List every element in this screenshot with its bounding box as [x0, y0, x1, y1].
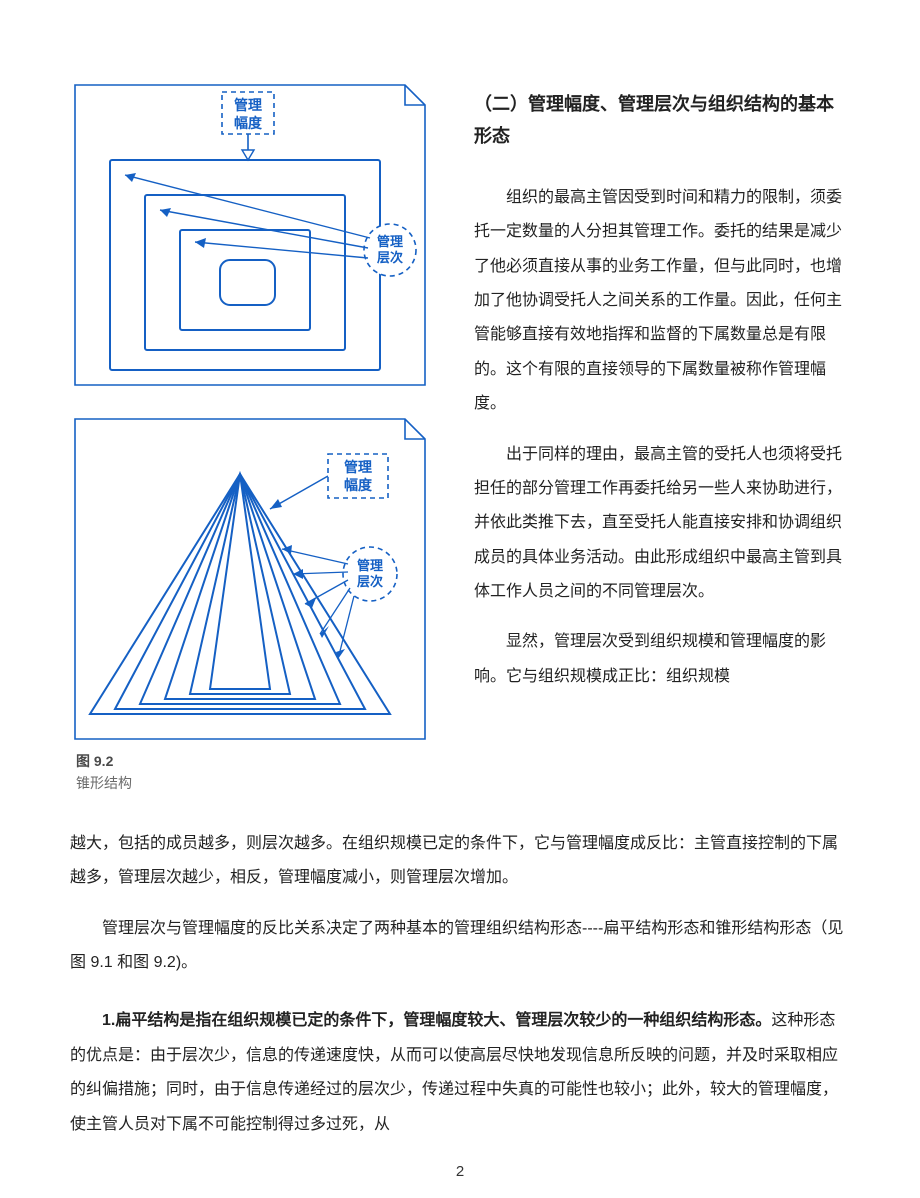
paragraph-1: 组织的最高主管因受到时间和精力的限制，须委托一定数量的人分担其管理工作。委托的结…: [474, 181, 850, 422]
label-span: 管理: [234, 97, 262, 113]
paragraph-2: 出于同样的理由，最高主管的受托人也须将受托担任的部分管理工作再委托给另一些人来协…: [474, 438, 850, 610]
paragraph-3-start: 显然，管理层次受到组织规模和管理幅度的影响。它与组织规模成正比：组织规模: [474, 625, 850, 694]
paragraph-3-cont: 越大，包括的成员越多，则层次越多。在组织规模已定的条件下，它与管理幅度成反比：主…: [70, 827, 850, 896]
paragraph-5-bold: 1.扁平结构是指在组织规模已定的条件下，管理幅度较大、管理层次较少的一种组织结构…: [102, 1012, 771, 1029]
figure-9-1-squares: 管理 幅度 管理 层次: [70, 80, 450, 390]
paragraph-5-rest: 这种形态的优点是：由于层次少，信息的传递速度快，从而可以使高层尽快地发现信息所反…: [70, 1012, 838, 1132]
figure-number: 图 9.2: [76, 753, 113, 769]
label-level: 管理: [357, 558, 383, 573]
page-number: 2: [0, 1163, 920, 1180]
label-span: 管理: [344, 459, 372, 475]
label-level: 层次: [377, 250, 403, 265]
paragraph-5: 1.扁平结构是指在组织规模已定的条件下，管理幅度较大、管理层次较少的一种组织结构…: [70, 1004, 850, 1142]
paragraph-4: 管理层次与管理幅度的反比关系决定了两种基本的管理组织结构形态----扁平结构形态…: [70, 912, 850, 981]
label-span: 幅度: [234, 115, 263, 131]
figure-9-2-caption: 图 9.2 锥形结构: [70, 750, 450, 795]
label-level: 层次: [357, 574, 383, 589]
section-heading: （二）管理幅度、管理层次与组织结构的基本形态: [474, 88, 850, 153]
label-level: 管理: [377, 234, 403, 249]
figure-9-2-cone: 管理 幅度 管理 层次 图 9.2: [70, 414, 450, 795]
figure-title: 锥形结构: [76, 775, 132, 791]
label-span: 幅度: [344, 477, 373, 493]
